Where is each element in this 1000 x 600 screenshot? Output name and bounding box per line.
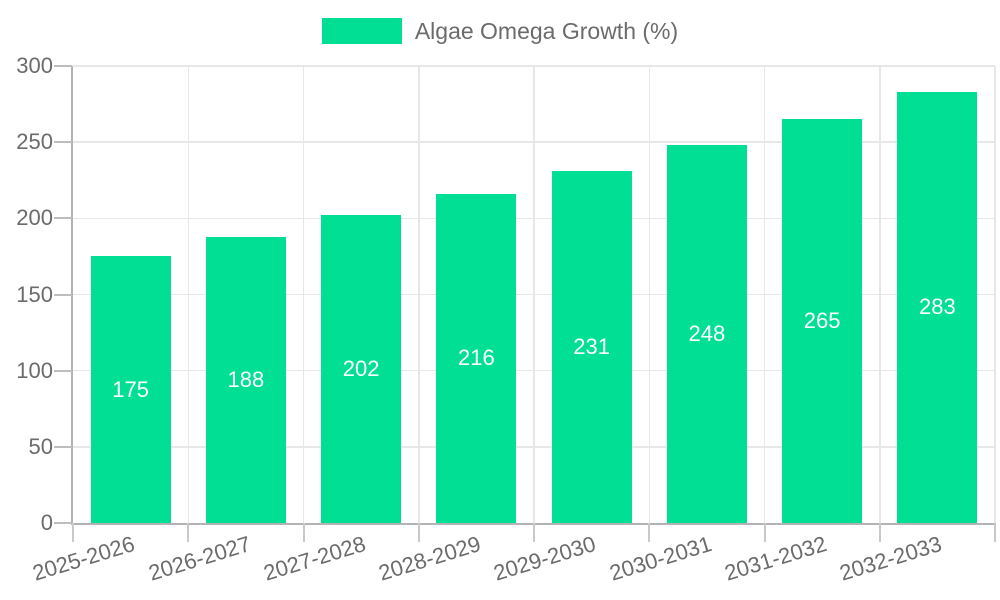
x-axis-tick bbox=[72, 523, 74, 542]
bar-value-label: 175 bbox=[112, 376, 149, 402]
bar-value-label: 231 bbox=[573, 334, 610, 360]
y-axis-tick bbox=[54, 65, 72, 67]
v-gridline bbox=[879, 66, 881, 523]
bar-value-label: 202 bbox=[342, 356, 380, 382]
legend-label: Algae Omega Growth (%) bbox=[414, 18, 679, 44]
bar-value-label: 216 bbox=[458, 345, 495, 371]
bar-value-label: 188 bbox=[227, 366, 265, 392]
y-axis-label: 50 bbox=[28, 433, 53, 459]
x-axis-label: 2026-2027 bbox=[145, 531, 254, 586]
plot-inner: 175 188 202 216 231 248 265 283 bbox=[73, 65, 996, 523]
x-axis-tick bbox=[878, 523, 881, 542]
y-axis-label: 300 bbox=[16, 53, 53, 78]
bar[interactable]: 188 bbox=[205, 236, 286, 523]
v-gridline bbox=[994, 66, 996, 523]
v-gridline bbox=[187, 66, 189, 523]
y-axis-label: 0 bbox=[40, 510, 53, 535]
bar[interactable]: 265 bbox=[782, 119, 863, 523]
bar[interactable]: 216 bbox=[436, 193, 517, 523]
x-axis-tick bbox=[648, 523, 651, 542]
x-axis-label: 2027-2028 bbox=[260, 531, 369, 586]
v-gridline bbox=[533, 66, 535, 523]
plot-area: 175 188 202 216 231 248 265 283 bbox=[71, 65, 996, 525]
x-axis-label: 2032-2033 bbox=[836, 531, 945, 586]
bar-value-label: 265 bbox=[803, 308, 841, 334]
bar[interactable]: 175 bbox=[90, 256, 171, 523]
bar[interactable]: 283 bbox=[897, 91, 978, 523]
x-axis-tick bbox=[187, 523, 190, 542]
y-axis-tick bbox=[54, 141, 72, 144]
legend-swatch bbox=[321, 18, 402, 44]
y-axis-tick bbox=[54, 369, 72, 372]
y-axis-tick bbox=[54, 522, 72, 524]
x-axis-tick bbox=[533, 523, 535, 542]
y-axis-label: 250 bbox=[16, 129, 53, 155]
v-gridline bbox=[418, 66, 420, 523]
y-axis-tick bbox=[54, 217, 72, 220]
bar[interactable]: 202 bbox=[321, 215, 402, 523]
y-axis-label: 150 bbox=[16, 281, 53, 307]
x-axis-tick bbox=[994, 523, 996, 542]
bar-value-label: 283 bbox=[919, 294, 956, 320]
bar[interactable]: 231 bbox=[551, 171, 632, 523]
x-axis-tick bbox=[763, 523, 766, 542]
y-axis-tick bbox=[54, 293, 72, 296]
x-axis-tick bbox=[417, 523, 420, 542]
y-axis-label: 200 bbox=[16, 205, 53, 231]
v-gridline bbox=[648, 66, 650, 523]
y-axis-label: 100 bbox=[16, 357, 53, 383]
y-axis-tick bbox=[54, 445, 72, 448]
x-axis-tick bbox=[302, 523, 305, 542]
x-axis-label: 2031-2032 bbox=[721, 531, 830, 586]
v-gridline bbox=[763, 66, 766, 523]
legend[interactable]: Algae Omega Growth (%) bbox=[0, 18, 1000, 44]
v-gridline bbox=[302, 66, 305, 523]
x-axis-label: 2029-2030 bbox=[491, 531, 599, 586]
bar[interactable]: 248 bbox=[666, 145, 747, 523]
x-axis-label: 2025-2026 bbox=[30, 531, 138, 586]
bar-value-label: 248 bbox=[688, 321, 726, 347]
x-axis-label: 2028-2029 bbox=[375, 531, 484, 586]
x-axis-label: 2030-2031 bbox=[606, 531, 715, 586]
